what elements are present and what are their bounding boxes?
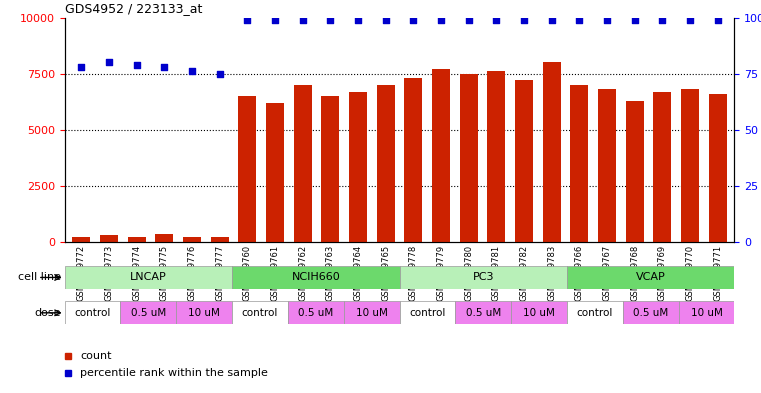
Bar [321, 96, 339, 242]
Text: control: control [409, 308, 446, 318]
Bar [155, 234, 174, 242]
Text: VCAP: VCAP [635, 272, 666, 283]
Text: 0.5 uM: 0.5 uM [298, 308, 333, 318]
Point [463, 17, 475, 23]
Bar [100, 235, 118, 242]
Bar [238, 96, 256, 242]
Point [297, 17, 309, 23]
Bar [626, 101, 644, 242]
Bar [622, 301, 679, 324]
Bar [515, 81, 533, 242]
Bar [567, 266, 734, 289]
Bar [543, 62, 561, 242]
Bar [598, 89, 616, 242]
Point [601, 17, 613, 23]
Bar [294, 85, 312, 242]
Point [131, 62, 143, 68]
Text: control: control [577, 308, 613, 318]
Bar [128, 237, 145, 242]
Point [214, 70, 226, 77]
Bar [377, 85, 395, 242]
Bar [681, 89, 699, 242]
Bar [349, 92, 367, 242]
Point [352, 17, 364, 23]
Bar [120, 301, 177, 324]
Text: cell line: cell line [18, 272, 61, 283]
Bar [708, 94, 727, 242]
Bar [400, 301, 455, 324]
Text: 10 uM: 10 uM [188, 308, 220, 318]
Bar [571, 85, 588, 242]
Text: 0.5 uM: 0.5 uM [633, 308, 668, 318]
Bar [288, 301, 344, 324]
Point [75, 64, 88, 70]
Text: 0.5 uM: 0.5 uM [131, 308, 166, 318]
Bar [183, 237, 201, 242]
Bar [177, 301, 232, 324]
Point [656, 17, 668, 23]
Bar [511, 301, 567, 324]
Point [324, 17, 336, 23]
Bar [232, 266, 400, 289]
Text: dose: dose [34, 308, 61, 318]
Point [407, 17, 419, 23]
Text: 0.5 uM: 0.5 uM [466, 308, 501, 318]
Text: NCIH660: NCIH660 [291, 272, 340, 283]
Point [684, 17, 696, 23]
Bar [65, 266, 232, 289]
Bar [266, 103, 284, 242]
Bar [404, 78, 422, 242]
Text: LNCAP: LNCAP [130, 272, 167, 283]
Bar [65, 301, 120, 324]
Point [241, 17, 253, 23]
Bar [400, 266, 567, 289]
Point [380, 17, 392, 23]
Point [490, 17, 502, 23]
Point [269, 17, 281, 23]
Bar [432, 69, 450, 242]
Text: 10 uM: 10 uM [690, 308, 722, 318]
Point [629, 17, 641, 23]
Bar [460, 73, 478, 242]
Bar [344, 301, 400, 324]
Point [712, 17, 724, 23]
Text: count: count [80, 351, 111, 361]
Bar [455, 301, 511, 324]
Bar [211, 237, 228, 242]
Text: 10 uM: 10 uM [355, 308, 387, 318]
Point [158, 64, 170, 70]
Point [573, 17, 585, 23]
Point [435, 17, 447, 23]
Text: control: control [242, 308, 279, 318]
Text: 10 uM: 10 uM [523, 308, 555, 318]
Point [103, 59, 115, 66]
Text: percentile rank within the sample: percentile rank within the sample [80, 368, 268, 378]
Bar [567, 301, 622, 324]
Text: GDS4952 / 223133_at: GDS4952 / 223133_at [65, 2, 202, 15]
Bar [72, 237, 91, 242]
Text: PC3: PC3 [473, 272, 494, 283]
Bar [232, 301, 288, 324]
Bar [679, 301, 734, 324]
Text: control: control [75, 308, 111, 318]
Point [546, 17, 558, 23]
Bar [487, 72, 505, 242]
Bar [654, 92, 671, 242]
Point [186, 68, 198, 75]
Point [518, 17, 530, 23]
